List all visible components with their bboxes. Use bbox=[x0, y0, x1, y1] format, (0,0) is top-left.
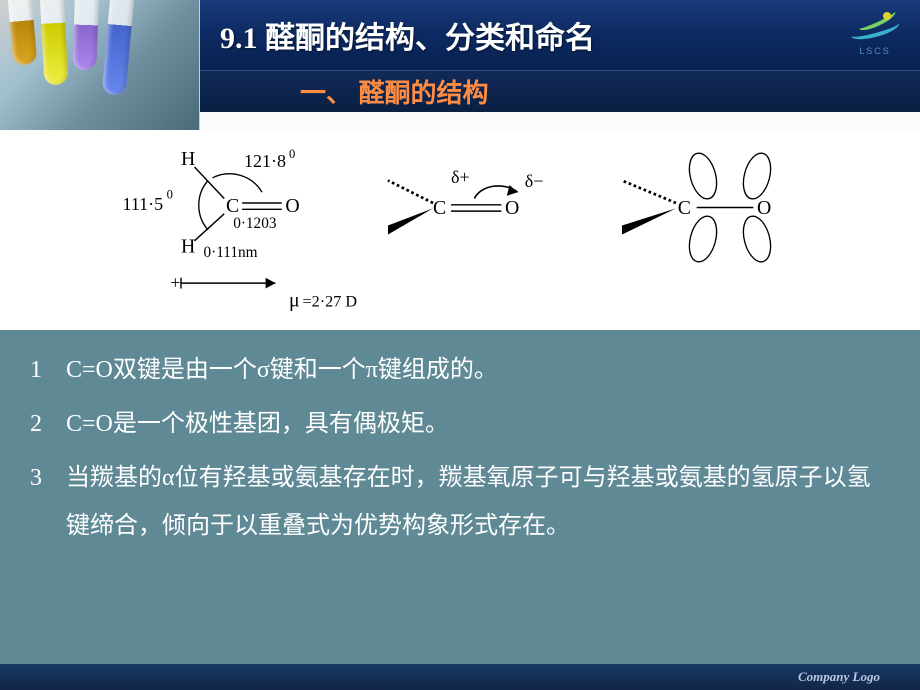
bullet-point: 2 C=O是一个极性基团，具有偶极矩。 bbox=[30, 400, 890, 448]
test-tube-icon bbox=[102, 0, 135, 96]
lab-decoration bbox=[0, 0, 200, 130]
bond-ch: 0·111nm bbox=[204, 244, 258, 261]
atom-h-top: H bbox=[181, 148, 195, 170]
bullet-point: 1 C=O双键是由一个σ键和一个π键组成的。 bbox=[30, 346, 890, 394]
page-title: 9.1 醛酮的结构、分类和命名 bbox=[220, 13, 595, 57]
deg-top: 0 bbox=[289, 147, 295, 161]
logo-text: LSCS bbox=[859, 46, 891, 56]
bond-co: 0·1203 bbox=[233, 215, 277, 232]
chemistry-diagram: H H C O 121·8 0 111·5 0 0·1203 0·111nm bbox=[0, 130, 920, 330]
delta-minus: δ− bbox=[525, 171, 544, 191]
atom-o3: O bbox=[757, 197, 771, 219]
deg-left: 0 bbox=[167, 188, 173, 202]
angle-left: 111·5 bbox=[123, 194, 164, 214]
atom-h-bottom: H bbox=[181, 236, 195, 258]
atom-c: C bbox=[226, 195, 239, 217]
footer: Company Logo bbox=[0, 664, 920, 690]
footer-company: Company Logo bbox=[798, 669, 880, 684]
subtitle: 一、 醛酮的结构 bbox=[300, 73, 489, 110]
content-box: 1 C=O双键是由一个σ键和一个π键组成的。 2 C=O是一个极性基团，具有偶极… bbox=[0, 330, 920, 664]
molecule-svg: H H C O 121·8 0 111·5 0 0·1203 0·111nm bbox=[30, 140, 890, 320]
point-text: 当羰基的α位有羟基或氨基存在时，羰基氧原子可与羟基或氨基的氢原子以氢键缔合，倾向… bbox=[66, 454, 890, 550]
slide: 9.1 醛酮的结构、分类和命名 LSCS 一、 醛酮的结构 H H C O bbox=[0, 0, 920, 690]
bullet-point: 3 当羰基的α位有羟基或氨基存在时，羰基氧原子可与羟基或氨基的氢原子以氢键缔合，… bbox=[30, 454, 890, 550]
mu: μ bbox=[289, 290, 300, 312]
delta-plus: δ+ bbox=[451, 167, 470, 187]
test-tube-icon bbox=[72, 0, 99, 70]
atom-c3: C bbox=[678, 197, 691, 219]
plus-sign: + bbox=[170, 273, 180, 293]
point-text: C=O双键是由一个σ键和一个π键组成的。 bbox=[66, 346, 890, 394]
mu-val: =2·27 D bbox=[303, 293, 358, 311]
point-number: 3 bbox=[30, 454, 66, 550]
atom-c2: C bbox=[433, 197, 446, 219]
point-text: C=O是一个极性基团，具有偶极矩。 bbox=[66, 400, 890, 448]
logo-icon bbox=[845, 14, 905, 44]
point-number: 2 bbox=[30, 400, 66, 448]
title-bar: 9.1 醛酮的结构、分类和命名 bbox=[200, 0, 830, 70]
logo: LSCS bbox=[830, 0, 920, 70]
test-tube-icon bbox=[40, 0, 69, 86]
atom-o: O bbox=[285, 195, 299, 217]
test-tube-icon bbox=[7, 0, 38, 66]
angle-top: 121·8 bbox=[244, 151, 286, 171]
subtitle-bar: 一、 醛酮的结构 bbox=[200, 70, 920, 112]
atom-o2: O bbox=[505, 197, 519, 219]
point-number: 1 bbox=[30, 346, 66, 394]
